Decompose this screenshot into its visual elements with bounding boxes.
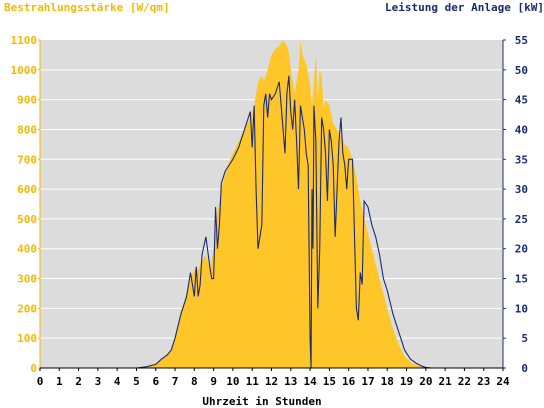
x-tick-label: 11 bbox=[246, 375, 260, 388]
right-tick-label: 20 bbox=[515, 243, 528, 256]
left-tick-label: 600 bbox=[17, 183, 37, 196]
right-tick-label: 5 bbox=[521, 332, 528, 345]
left-tick-label: 400 bbox=[17, 243, 37, 256]
left-tick-label: 500 bbox=[17, 213, 37, 226]
x-axis-ticks: 0 1 2 3 4 5 6 7 8 9 10 11 12 13 14 15 16 17 18 19 20 21 22 23 24 bbox=[37, 368, 510, 388]
right-tick-label: 40 bbox=[515, 123, 528, 136]
right-axis-title: Leistung der Anlage [kW] bbox=[385, 1, 544, 14]
x-tick-label: 4 bbox=[114, 375, 121, 388]
left-tick-label: 800 bbox=[17, 123, 37, 136]
x-tick-label: 6 bbox=[152, 375, 159, 388]
left-tick-label: 900 bbox=[17, 94, 37, 107]
left-axis-ticks: 0 100 200 300 400 500 600 700 800 900 1000 1100 bbox=[11, 34, 40, 375]
left-tick-label: 0 bbox=[30, 362, 37, 375]
x-tick-label: 3 bbox=[95, 375, 102, 388]
x-tick-label: 12 bbox=[265, 375, 278, 388]
left-axis-title: Bestrahlungsstärke [W/qm] bbox=[4, 1, 170, 14]
right-axis-ticks: 0 5 10 15 20 25 30 35 40 45 50 55 bbox=[503, 34, 528, 375]
x-tick-label: 1 bbox=[56, 375, 63, 388]
right-tick-label: 10 bbox=[515, 302, 528, 315]
power-line bbox=[40, 75, 503, 369]
right-tick-label: 55 bbox=[515, 34, 528, 47]
x-tick-label: 24 bbox=[496, 375, 510, 388]
x-tick-label: 5 bbox=[133, 375, 140, 388]
right-tick-label: 0 bbox=[521, 362, 528, 375]
x-tick-label: 14 bbox=[303, 375, 317, 388]
left-tick-label: 200 bbox=[17, 302, 37, 315]
x-tick-label: 13 bbox=[284, 375, 297, 388]
left-tick-label: 1100 bbox=[11, 34, 38, 47]
irradiance-area bbox=[40, 40, 503, 368]
right-tick-label: 45 bbox=[515, 94, 528, 107]
x-tick-label: 15 bbox=[323, 375, 336, 388]
x-tick-label: 20 bbox=[419, 375, 432, 388]
x-tick-label: 16 bbox=[342, 375, 356, 388]
x-tick-label: 10 bbox=[226, 375, 239, 388]
right-tick-label: 30 bbox=[515, 183, 528, 196]
right-tick-label: 50 bbox=[515, 64, 528, 77]
x-tick-label: 23 bbox=[477, 375, 490, 388]
x-tick-label: 21 bbox=[439, 375, 453, 388]
x-tick-label: 18 bbox=[381, 375, 394, 388]
right-tick-label: 35 bbox=[515, 153, 528, 166]
x-axis-title: Uhrzeit in Stunden bbox=[202, 395, 321, 408]
x-tick-label: 8 bbox=[191, 375, 198, 388]
right-tick-label: 25 bbox=[515, 213, 528, 226]
right-tick-label: 15 bbox=[515, 273, 528, 286]
x-tick-label: 19 bbox=[400, 375, 413, 388]
x-tick-label: 22 bbox=[458, 375, 471, 388]
left-tick-label: 300 bbox=[17, 273, 37, 286]
left-tick-label: 100 bbox=[17, 332, 37, 345]
left-tick-label: 1000 bbox=[11, 64, 38, 77]
x-tick-label: 17 bbox=[361, 375, 374, 388]
x-tick-label: 7 bbox=[172, 375, 179, 388]
x-tick-label: 9 bbox=[210, 375, 217, 388]
x-tick-label: 0 bbox=[37, 375, 44, 388]
left-tick-label: 700 bbox=[17, 153, 37, 166]
x-tick-label: 2 bbox=[75, 375, 82, 388]
